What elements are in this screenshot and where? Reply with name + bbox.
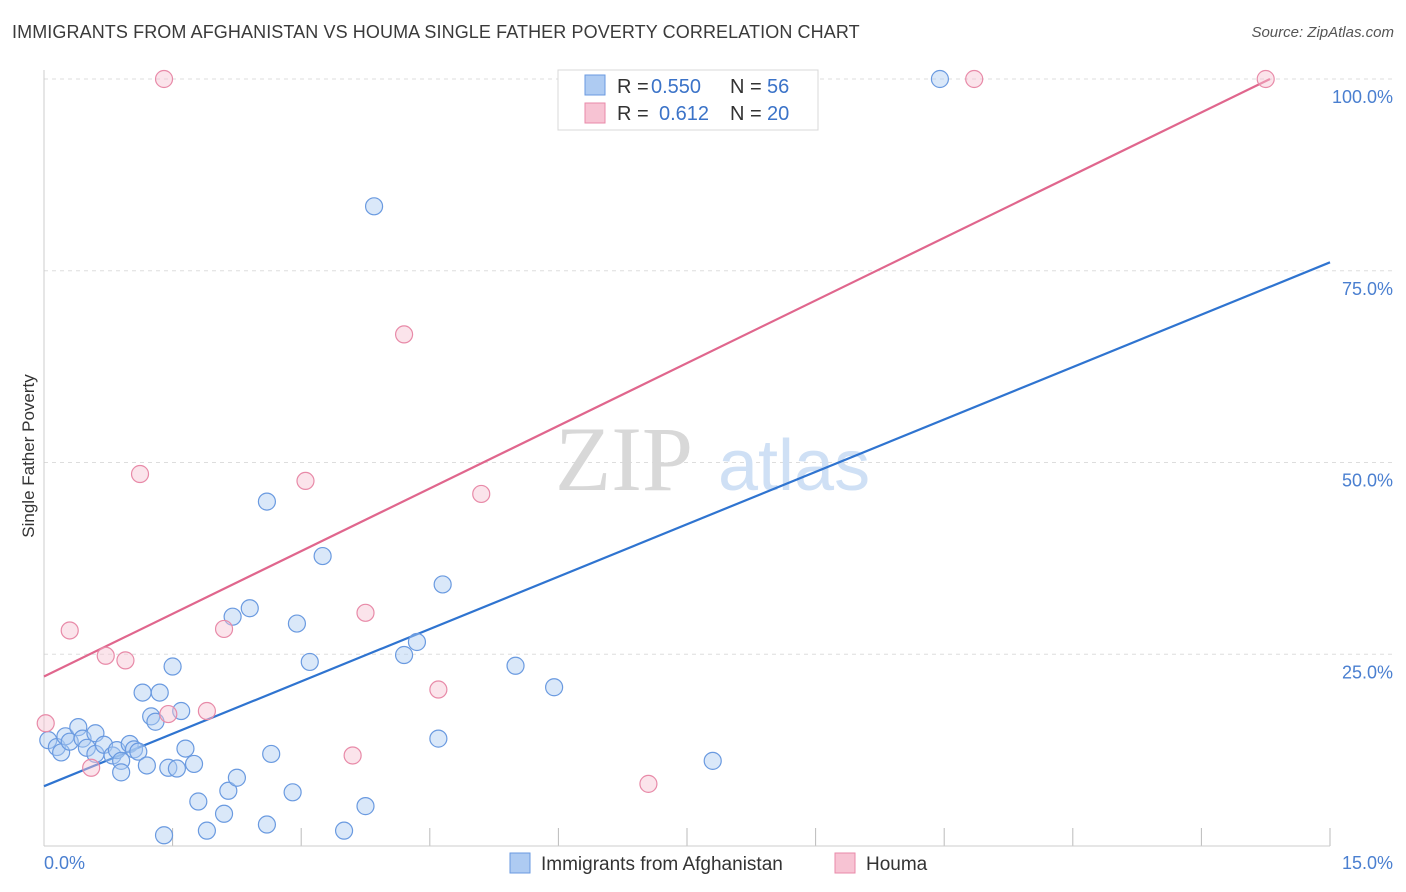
data-point-afghanistan xyxy=(167,759,186,778)
data-point-afghanistan xyxy=(214,804,234,823)
watermark-zip: ZIP xyxy=(555,408,693,510)
data-point-afghanistan xyxy=(257,815,277,834)
data-point-afghanistan xyxy=(283,783,302,802)
data-point-houma xyxy=(343,746,362,765)
data-point-afghanistan xyxy=(300,652,319,672)
stats-r-label-pink: R = xyxy=(617,103,649,125)
y-axis-label: Single Father Poverty xyxy=(19,374,38,538)
data-point-afghanistan xyxy=(133,683,152,702)
watermark: ZIP atlas xyxy=(555,408,870,510)
chart-source: Source: ZipAtlas.com xyxy=(1251,24,1394,41)
data-point-afghanistan xyxy=(257,492,277,511)
data-point-afghanistan xyxy=(184,754,204,774)
data-point-houma xyxy=(356,603,375,622)
data-point-afghanistan xyxy=(137,756,156,775)
data-point-afghanistan xyxy=(240,599,259,618)
stats-swatch-pink xyxy=(584,102,606,124)
data-point-afghanistan xyxy=(703,751,722,770)
stats-n-label-blue: N = xyxy=(730,76,762,98)
grid-layer xyxy=(43,78,1392,846)
data-point-afghanistan xyxy=(112,763,131,782)
stats-r-label-blue: R = xyxy=(617,76,649,98)
data-point-houma xyxy=(154,69,174,89)
legend-swatch-houma xyxy=(834,852,856,874)
y-tick-label: 100.0% xyxy=(1332,87,1393,107)
data-point-afghanistan xyxy=(506,656,525,675)
data-point-afghanistan xyxy=(429,729,448,748)
x-tick-label: 0.0% xyxy=(44,853,85,873)
data-point-afghanistan xyxy=(287,614,307,633)
stats-r-value-pink: 0.612 xyxy=(659,103,709,125)
data-point-afghanistan xyxy=(150,683,169,702)
data-point-afghanistan xyxy=(334,821,354,840)
data-point-afghanistan xyxy=(189,792,208,811)
stats-swatch-blue xyxy=(584,74,606,96)
y-tick-label: 25.0% xyxy=(1342,662,1393,682)
data-point-houma xyxy=(214,619,234,639)
data-point-houma xyxy=(82,758,101,777)
data-point-houma xyxy=(639,774,658,793)
data-point-afghanistan xyxy=(154,826,174,845)
legend-swatch-afghanistan xyxy=(509,852,531,874)
data-point-houma xyxy=(429,680,448,699)
x-tick-label: 15.0% xyxy=(1342,853,1393,873)
series-legend: Immigrants from Afghanistan Houma xyxy=(509,852,928,875)
data-point-houma xyxy=(60,621,79,640)
data-point-houma xyxy=(197,701,216,721)
data-point-afghanistan xyxy=(394,645,414,665)
trend-line-houma xyxy=(43,78,1271,678)
data-point-houma xyxy=(965,69,984,89)
data-point-houma xyxy=(96,646,115,665)
stats-r-value-blue: 0.550 xyxy=(651,76,701,98)
points-layer xyxy=(36,69,1275,845)
data-point-afghanistan xyxy=(356,797,375,816)
data-point-afghanistan xyxy=(545,678,564,697)
y-tick-label: 50.0% xyxy=(1342,471,1393,491)
tick-layer: 25.0% 50.0% 75.0% 100.0% 0.0% 15.0% xyxy=(44,87,1393,873)
data-point-afghanistan xyxy=(227,768,246,787)
data-point-afghanistan xyxy=(433,575,452,594)
data-point-afghanistan xyxy=(930,69,950,89)
data-point-afghanistan xyxy=(364,197,384,216)
axis-layer xyxy=(43,70,1330,847)
data-point-afghanistan xyxy=(176,739,195,758)
legend-label-houma: Houma xyxy=(866,854,928,875)
data-point-afghanistan xyxy=(69,718,88,737)
data-point-houma xyxy=(472,484,491,504)
data-point-houma xyxy=(36,714,55,733)
data-point-afghanistan xyxy=(262,744,281,764)
data-point-houma xyxy=(1256,69,1275,89)
data-point-afghanistan xyxy=(219,781,238,800)
data-point-houma xyxy=(394,325,414,344)
data-point-afghanistan xyxy=(129,742,148,761)
stats-legend: R = 0.550 N = 56 R = 0.612 N = 20 xyxy=(557,69,819,131)
data-point-houma xyxy=(159,704,178,724)
stats-n-value-pink: 20 xyxy=(767,103,789,125)
y-tick-label: 75.0% xyxy=(1342,279,1393,299)
watermark-atlas: atlas xyxy=(718,426,870,506)
data-point-houma xyxy=(116,651,135,670)
chart-title: IMMIGRANTS FROM AFGHANISTAN VS HOUMA SIN… xyxy=(12,22,860,42)
stats-n-label-pink: N = xyxy=(730,103,762,125)
data-point-houma xyxy=(130,464,150,484)
data-point-afghanistan xyxy=(313,546,332,566)
data-point-afghanistan xyxy=(197,821,216,840)
stats-n-value-blue: 56 xyxy=(767,76,789,98)
data-point-afghanistan xyxy=(407,632,427,652)
trend-layer xyxy=(43,78,1331,788)
data-point-afghanistan xyxy=(163,657,182,676)
data-point-afghanistan xyxy=(223,607,242,626)
legend-label-afghanistan: Immigrants from Afghanistan xyxy=(541,854,783,875)
data-point-houma xyxy=(296,471,315,491)
trend-line-afghanistan xyxy=(43,261,1331,788)
